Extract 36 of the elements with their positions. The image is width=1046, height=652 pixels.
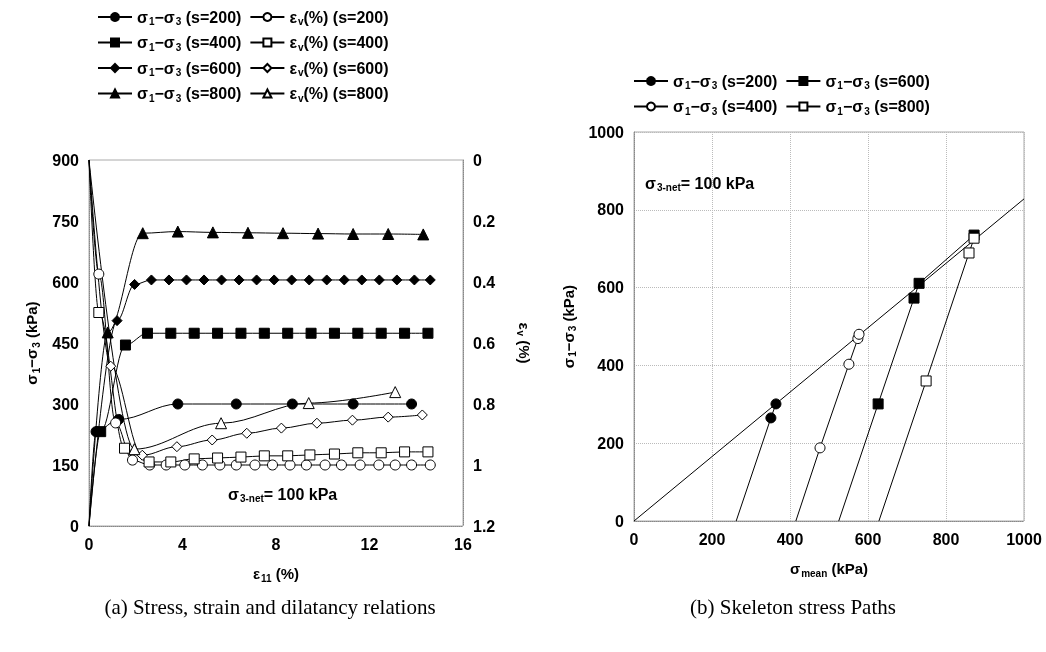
x-tick-label: 16 bbox=[454, 535, 472, 553]
y2-tick-label: 0.6 bbox=[473, 334, 496, 352]
y-tick-label: 800 bbox=[597, 201, 625, 219]
y2-tick-label: 0.2 bbox=[473, 212, 496, 230]
y-tick-label: 300 bbox=[52, 395, 80, 413]
y-tick-label: 1000 bbox=[588, 123, 625, 141]
y-tick-label: 200 bbox=[597, 434, 625, 452]
y2-tick-label: 0 bbox=[473, 151, 482, 169]
y-tick-label: 900 bbox=[52, 151, 80, 169]
y-axis-title: σ1−σ3 (kPa) bbox=[559, 284, 579, 369]
y-axis-title: σ1−σ3 (kPa) bbox=[23, 301, 42, 385]
y-tick-label: 0 bbox=[615, 512, 625, 530]
y-tick-label: 600 bbox=[52, 273, 80, 291]
y-tick-label: 400 bbox=[597, 356, 625, 374]
x-tick-label: 800 bbox=[932, 530, 960, 548]
x-tick-label: 8 bbox=[271, 535, 281, 553]
x-tick-label: 12 bbox=[360, 535, 379, 553]
x-tick-label: 0 bbox=[629, 530, 639, 548]
x-tick-label: 4 bbox=[178, 535, 188, 553]
y-tick-label: 450 bbox=[52, 334, 80, 352]
y2-axis-title: εv (%) bbox=[514, 322, 533, 364]
x-tick-label: 600 bbox=[854, 530, 882, 548]
x-tick-label: 0 bbox=[84, 535, 94, 553]
y-tick-label: 600 bbox=[597, 279, 625, 297]
x-tick-label: 400 bbox=[776, 530, 804, 548]
text: (a) Stress, strain and dilatancy relations bbox=[104, 594, 436, 619]
y-tick-label: 750 bbox=[52, 212, 80, 230]
text: (b) Skeleton stress Paths bbox=[690, 594, 896, 619]
y2-tick-label: 1.2 bbox=[473, 517, 496, 535]
y-tick-label: 150 bbox=[52, 456, 80, 474]
y2-tick-label: 1 bbox=[473, 456, 482, 474]
y2-tick-label: 0.4 bbox=[473, 273, 496, 291]
x-tick-label: 1000 bbox=[1006, 530, 1042, 548]
y2-tick-label: 0.8 bbox=[473, 395, 496, 413]
y-tick-label: 0 bbox=[70, 517, 80, 535]
x-tick-label: 200 bbox=[698, 530, 726, 548]
